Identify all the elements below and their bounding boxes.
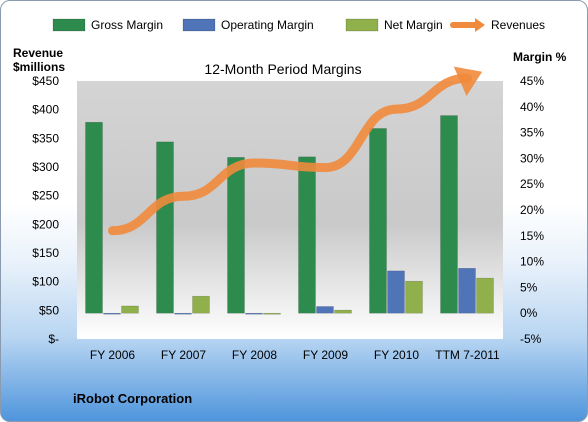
bar-operating-margin <box>103 312 121 315</box>
x-tick-label: FY 2010 <box>374 348 419 362</box>
bar-operating-margin <box>174 312 192 315</box>
bar-operating-margin <box>316 306 334 314</box>
chart-title: 12-Month Period Margins <box>204 61 361 77</box>
x-tick-label: FY 2006 <box>90 348 135 362</box>
x-tick-label: FY 2009 <box>303 348 348 362</box>
bar-net-margin <box>121 305 139 314</box>
bar-net-margin <box>334 309 352 314</box>
y-left-tick-label: $300 <box>32 160 59 174</box>
y-right-tick-label: 35% <box>520 126 544 140</box>
y-right-tick-label: 30% <box>520 151 544 165</box>
bar-operating-margin <box>245 312 263 315</box>
y-right-tick-label: 40% <box>520 100 544 114</box>
revenue-line-path <box>108 73 472 236</box>
legend-label-operating-margin: Operating Margin <box>221 18 314 32</box>
legend: Gross Margin Operating Margin Net Margin Re… <box>52 18 545 32</box>
y-left-ticks: $450 $400 $350 $300 $250 $200 $150 $100 $50 $- <box>32 74 59 346</box>
legend-swatch-operating-margin <box>182 18 216 32</box>
y-right-ticks: 45% 40% 35% 30% 25% 20% 15% 10% 5% 0% -5% <box>520 74 544 346</box>
y-right-tick-label: 20% <box>520 203 544 217</box>
y-right-tick-label: 5% <box>520 280 538 294</box>
bar-net-margin <box>192 295 210 314</box>
revenue-arrowhead <box>453 66 483 96</box>
y-right-tick-label: 15% <box>520 229 544 243</box>
y-left-tick-label: $- <box>48 332 59 346</box>
y-left-label-line1: Revenue <box>13 46 63 60</box>
y-left-tick-label: $350 <box>32 131 59 145</box>
bar-gross-margin <box>227 157 245 314</box>
bar-net-margin <box>405 280 423 314</box>
plot-area <box>77 81 503 339</box>
y-left-tick-label: $50 <box>39 303 59 317</box>
bar-gross-margin <box>85 122 103 314</box>
y-right-tick-label: 25% <box>520 177 544 191</box>
x-ticks: FY 2006 FY 2007 FY 2008 FY 2009 FY 2010 TTM 7… <box>90 348 500 362</box>
y-right-tick-label: 10% <box>520 255 544 269</box>
x-tick-label: TTM 7-2011 <box>435 348 500 362</box>
y-left-tick-label: $250 <box>32 189 59 203</box>
bar-operating-margin <box>458 268 476 314</box>
legend-label-revenues: Revenues <box>491 18 545 32</box>
x-tick-label: FY 2007 <box>161 348 206 362</box>
bar-net-margin <box>263 312 281 315</box>
bar-gross-margin <box>298 156 316 314</box>
bar-gross-margin <box>156 141 174 314</box>
y-left-tick-label: $100 <box>32 275 59 289</box>
legend-label-gross-margin: Gross Margin <box>91 18 163 32</box>
company-name: iRobot Corporation <box>73 391 192 406</box>
y-right-tick-label: -5% <box>520 332 542 346</box>
bar-gross-margin <box>369 128 387 314</box>
y-left-tick-label: $450 <box>32 74 59 88</box>
bar-net-margin <box>476 277 494 314</box>
y-left-tick-label: $400 <box>32 103 59 117</box>
bar-gross-margin <box>440 115 458 314</box>
y-right-label: Margin % <box>513 50 567 64</box>
bar-operating-margin <box>387 270 405 314</box>
legend-label-net-margin: Net Margin <box>384 18 443 32</box>
y-left-tick-label: $150 <box>32 246 59 260</box>
y-right-tick-label: 45% <box>520 74 544 88</box>
y-left-label-line2: $millions <box>13 60 65 74</box>
legend-arrow-revenues <box>475 18 485 32</box>
revenue-line <box>108 66 483 236</box>
y-left-tick-label: $200 <box>32 217 59 231</box>
legend-swatch-net-margin <box>345 18 379 32</box>
y-right-tick-label: 0% <box>520 306 538 320</box>
x-tick-label: FY 2008 <box>232 348 277 362</box>
legend-swatch-gross-margin <box>52 18 86 32</box>
bars <box>85 115 494 315</box>
